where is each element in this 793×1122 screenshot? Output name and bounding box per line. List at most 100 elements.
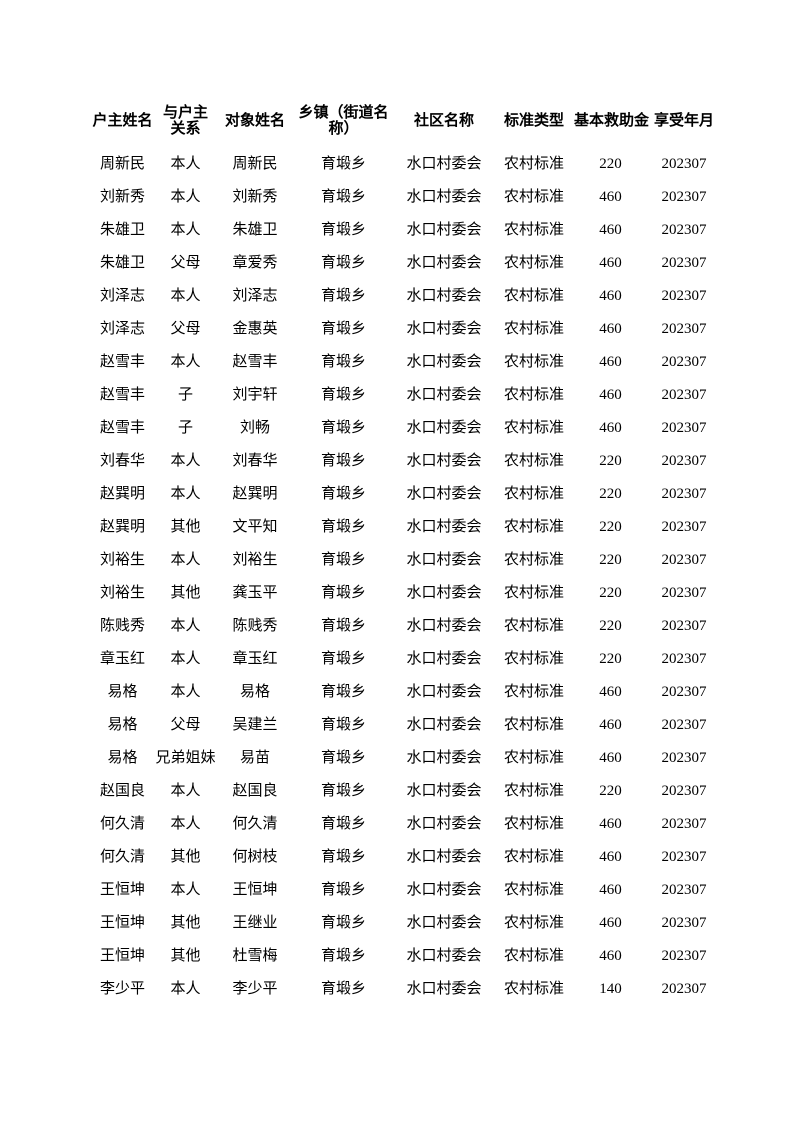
cell-person-name: 王继业 bbox=[232, 915, 278, 931]
cell-basic-subsidy: 460 bbox=[599, 189, 622, 205]
cell-household-head-name: 王恒坤 bbox=[99, 948, 145, 964]
cell-community: 水口村委会 bbox=[406, 915, 482, 931]
table-row: 朱雄卫 本人 朱雄卫 育塅乡 水口村委会 农村标准 460 202307 bbox=[91, 214, 721, 247]
cell-household-head-name: 王恒坤 bbox=[99, 882, 145, 898]
cell-period: 202307 bbox=[661, 783, 707, 799]
cell-standard-type: 农村标准 bbox=[503, 849, 564, 865]
cell-township: 育塅乡 bbox=[320, 189, 366, 205]
cell-township: 育塅乡 bbox=[320, 651, 366, 667]
table-row: 王恒坤 其他 王继业 育塅乡 水口村委会 农村标准 460 202307 bbox=[91, 907, 721, 940]
cell-community: 水口村委会 bbox=[406, 420, 482, 436]
table-row: 周新民 本人 周新民 育塅乡 水口村委会 农村标准 220 202307 bbox=[91, 148, 721, 181]
cell-person-name: 文平知 bbox=[232, 519, 278, 535]
cell-township: 育塅乡 bbox=[320, 354, 366, 370]
column-header-label: 称） bbox=[328, 121, 359, 137]
cell-household-head-name: 何久清 bbox=[99, 849, 145, 865]
cell-relation-to-head: 本人 bbox=[170, 189, 201, 205]
table-row: 刘泽志 父母 金惠英 育塅乡 水口村委会 农村标准 460 202307 bbox=[91, 313, 721, 346]
cell-period: 202307 bbox=[661, 915, 707, 931]
cell-relation-to-head: 本人 bbox=[170, 816, 201, 832]
cell-household-head-name: 陈贱秀 bbox=[99, 618, 145, 634]
table-body: 周新民 本人 周新民 育塅乡 水口村委会 农村标准 220 202307 刘新秀 本人 刘新秀 育塅乡… bbox=[91, 148, 721, 1006]
column-header-community: 社区名称 bbox=[394, 94, 494, 148]
table-row: 朱雄卫 父母 章爱秀 育塅乡 水口村委会 农村标准 460 202307 bbox=[91, 247, 721, 280]
cell-relation-to-head: 本人 bbox=[170, 618, 201, 634]
cell-basic-subsidy: 220 bbox=[599, 486, 622, 502]
cell-community: 水口村委会 bbox=[406, 651, 482, 667]
cell-period: 202307 bbox=[661, 354, 707, 370]
cell-basic-subsidy: 220 bbox=[599, 453, 622, 469]
cell-period: 202307 bbox=[661, 651, 707, 667]
cell-household-head-name: 周新民 bbox=[99, 156, 145, 172]
cell-relation-to-head: 其他 bbox=[170, 519, 201, 535]
cell-period: 202307 bbox=[661, 288, 707, 304]
cell-basic-subsidy: 460 bbox=[599, 321, 622, 337]
cell-period: 202307 bbox=[661, 321, 707, 337]
table-row: 赵雪丰 子 刘宇轩 育塅乡 水口村委会 农村标准 460 202307 bbox=[91, 379, 721, 412]
cell-household-head-name: 刘春华 bbox=[99, 453, 145, 469]
column-header-person-name: 对象姓名 bbox=[217, 94, 293, 148]
table-header: 户主姓名 与户主 关系 对象姓名 乡镇（街道名 称） 社区名称 标准类型 bbox=[91, 94, 721, 148]
cell-period: 202307 bbox=[661, 387, 707, 403]
table-row: 易格 兄弟姐妹 易苗 育塅乡 水口村委会 农村标准 460 202307 bbox=[91, 742, 721, 775]
cell-period: 202307 bbox=[661, 222, 707, 238]
column-header-label: 户主姓名 bbox=[92, 113, 153, 129]
table-row: 刘泽志 本人 刘泽志 育塅乡 水口村委会 农村标准 460 202307 bbox=[91, 280, 721, 313]
cell-community: 水口村委会 bbox=[406, 387, 482, 403]
cell-period: 202307 bbox=[661, 717, 707, 733]
cell-household-head-name: 刘新秀 bbox=[99, 189, 145, 205]
cell-community: 水口村委会 bbox=[406, 156, 482, 172]
cell-period: 202307 bbox=[661, 585, 707, 601]
cell-township: 育塅乡 bbox=[320, 255, 366, 271]
cell-community: 水口村委会 bbox=[406, 255, 482, 271]
cell-township: 育塅乡 bbox=[320, 519, 366, 535]
cell-relation-to-head: 本人 bbox=[170, 981, 201, 997]
cell-community: 水口村委会 bbox=[406, 684, 482, 700]
cell-household-head-name: 刘泽志 bbox=[99, 321, 145, 337]
cell-relation-to-head: 本人 bbox=[170, 222, 201, 238]
cell-period: 202307 bbox=[661, 849, 707, 865]
cell-basic-subsidy: 460 bbox=[599, 717, 622, 733]
column-header-label: 乡镇（街道名 bbox=[298, 105, 389, 121]
cell-relation-to-head: 本人 bbox=[170, 882, 201, 898]
cell-relation-to-head: 子 bbox=[177, 387, 193, 403]
cell-person-name: 赵国良 bbox=[232, 783, 278, 799]
cell-township: 育塅乡 bbox=[320, 486, 366, 502]
cell-person-name: 赵巽明 bbox=[232, 486, 278, 502]
cell-standard-type: 农村标准 bbox=[503, 717, 564, 733]
cell-household-head-name: 赵雪丰 bbox=[99, 420, 145, 436]
cell-person-name: 赵雪丰 bbox=[232, 354, 278, 370]
cell-township: 育塅乡 bbox=[320, 783, 366, 799]
cell-person-name: 陈贱秀 bbox=[232, 618, 278, 634]
cell-township: 育塅乡 bbox=[320, 453, 366, 469]
cell-person-name: 易格 bbox=[239, 684, 270, 700]
cell-community: 水口村委会 bbox=[406, 882, 482, 898]
cell-community: 水口村委会 bbox=[406, 981, 482, 997]
cell-township: 育塅乡 bbox=[320, 552, 366, 568]
cell-relation-to-head: 父母 bbox=[170, 321, 201, 337]
cell-basic-subsidy: 220 bbox=[599, 585, 622, 601]
cell-basic-subsidy: 220 bbox=[599, 618, 622, 634]
cell-basic-subsidy: 460 bbox=[599, 387, 622, 403]
cell-household-head-name: 何久清 bbox=[99, 816, 145, 832]
column-header-household-head-name: 户主姓名 bbox=[91, 94, 154, 148]
cell-person-name: 刘泽志 bbox=[232, 288, 278, 304]
cell-period: 202307 bbox=[661, 816, 707, 832]
cell-household-head-name: 易格 bbox=[107, 684, 138, 700]
cell-township: 育塅乡 bbox=[320, 585, 366, 601]
cell-standard-type: 农村标准 bbox=[503, 882, 564, 898]
cell-person-name: 刘春华 bbox=[232, 453, 278, 469]
cell-period: 202307 bbox=[661, 618, 707, 634]
cell-person-name: 章玉红 bbox=[232, 651, 278, 667]
column-header-relation-to-head: 与户主 关系 bbox=[154, 94, 217, 148]
cell-township: 育塅乡 bbox=[320, 750, 366, 766]
table-row: 赵巽明 本人 赵巽明 育塅乡 水口村委会 农村标准 220 202307 bbox=[91, 478, 721, 511]
cell-standard-type: 农村标准 bbox=[503, 618, 564, 634]
cell-basic-subsidy: 140 bbox=[599, 981, 622, 997]
cell-basic-subsidy: 460 bbox=[599, 222, 622, 238]
cell-community: 水口村委会 bbox=[406, 717, 482, 733]
cell-household-head-name: 王恒坤 bbox=[99, 915, 145, 931]
cell-township: 育塅乡 bbox=[320, 387, 366, 403]
cell-household-head-name: 朱雄卫 bbox=[99, 222, 145, 238]
cell-relation-to-head: 其他 bbox=[170, 585, 201, 601]
